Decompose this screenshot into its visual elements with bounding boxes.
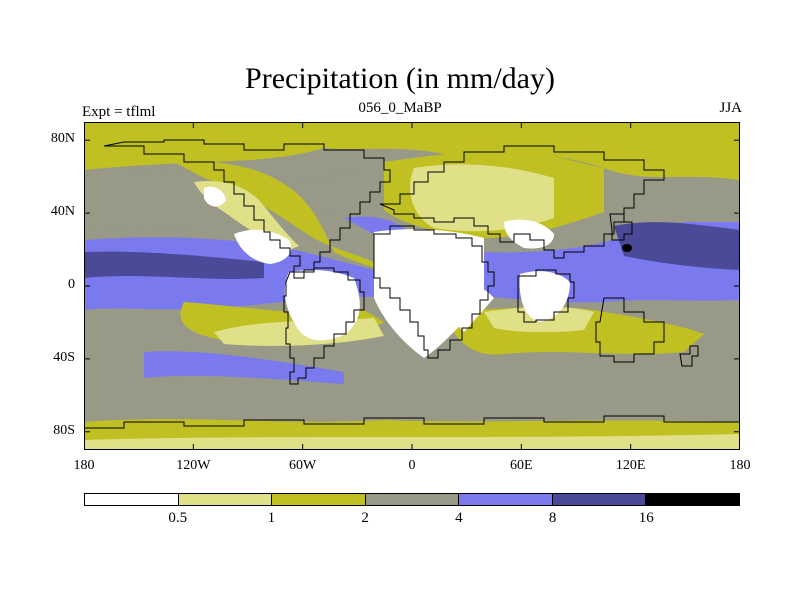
experiment-label: Expt = tflml [82,104,156,120]
field-namerica-olive [174,161,394,271]
outline-australia [517,269,575,323]
outline-antarctica [84,415,740,429]
x-tick-label: 180 [73,458,95,473]
colorbar-label: 16 [638,510,654,526]
field-south-blue [144,351,344,384]
colorbar-segment [85,494,179,505]
colorbar-label: 4 [455,510,463,526]
field-max-black [622,244,632,252]
colorbar-label: 1 [267,510,276,526]
x-tick-label: 120E [615,458,646,473]
colorbar-segment [552,494,647,505]
map-title: Precipitation (in mm/day) [245,62,555,95]
field-australia-white [519,271,570,322]
field-mexico-white [234,229,292,264]
colorbar-label: 2 [361,510,369,526]
y-tick-label: 40S [53,349,75,365]
field-samerica-white [284,270,360,341]
field-africa-white-2 [434,280,494,332]
colorbar [84,493,740,506]
x-tick-label: 120W [176,458,211,473]
field-eurasia-pale [410,164,554,232]
outline-eurasia [379,145,665,259]
colorbar-segment [365,494,460,505]
coastlines [84,139,740,429]
x-tick-label: 60E [510,458,533,473]
precipitation-map [83,122,741,450]
colorbar-label: 0.5 [168,510,188,526]
colorbar-segment [646,494,740,505]
x-tick-label: 60W [289,458,317,473]
age-label: 056_0_MaBP [358,100,442,116]
outline-north-america [103,139,391,279]
field-south-pale [84,434,740,450]
outline-nz [679,345,699,367]
y-tick-label: 80N [50,131,75,147]
outline-south-america [283,267,365,385]
y-tick-label: 80S [53,422,75,438]
colorbar-label: 8 [548,510,557,526]
field-nam-white-spot [204,186,226,207]
field-africa-white [374,229,484,358]
field-pacific-darkblue [84,251,264,279]
colorbar-segment [272,494,366,505]
map-svg [83,122,741,450]
y-tick-label: 0 [68,277,75,292]
field-wpac-darkblue [614,222,740,270]
outline-southern-landmass [595,297,665,363]
x-tick-label: 180 [729,458,751,473]
field-arctic-olive [84,122,740,146]
y-tick-label: 40N [50,204,75,220]
outline-east-asia-islands [609,213,633,241]
season-label: JJA [719,100,742,116]
x-tick-label: 0 [408,458,416,473]
colorbar-segment [459,494,553,505]
outline-africa [373,225,495,359]
colorbar-segment [178,494,273,505]
